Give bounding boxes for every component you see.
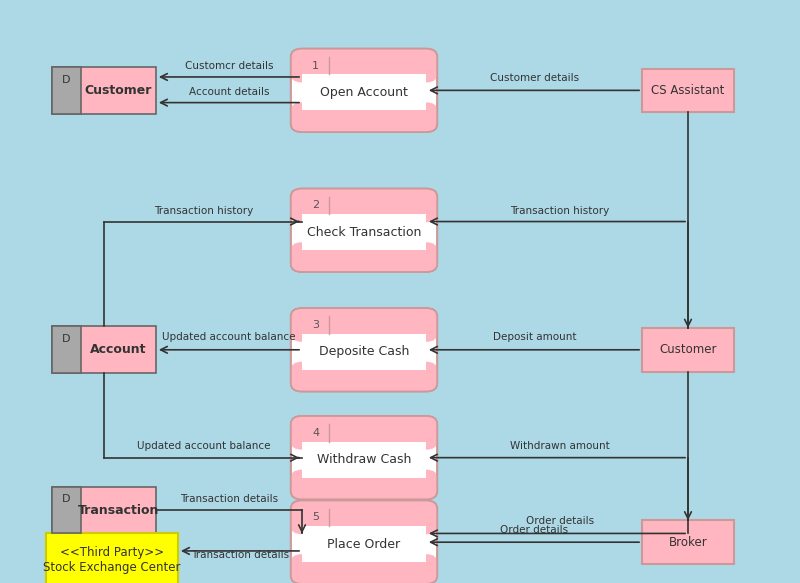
Bar [302,508,426,526]
FancyBboxPatch shape [291,500,437,534]
FancyBboxPatch shape [291,416,437,499]
Text: Updated account balance: Updated account balance [138,441,270,451]
Bar [642,520,734,564]
Text: 4: 4 [312,428,319,438]
Text: Place Order: Place Order [327,538,401,551]
Bar [302,324,426,333]
Text: 1: 1 [312,61,319,71]
FancyBboxPatch shape [291,554,437,583]
Text: Withdrawn amount: Withdrawn amount [510,441,610,451]
Text: Account: Account [90,343,147,356]
Text: Withdraw Cash: Withdraw Cash [317,453,411,466]
Text: Transaction history: Transaction history [510,206,610,216]
Bar [52,487,156,533]
Text: Transaction details: Transaction details [191,550,289,560]
FancyBboxPatch shape [291,49,437,132]
Bar [302,205,426,214]
Text: Check Transaction: Check Transaction [307,226,421,239]
Bar [52,67,156,114]
Text: Transaction: Transaction [78,504,159,517]
Text: D: D [62,75,71,85]
Bar [302,65,426,74]
Bar [302,316,330,333]
Text: Updated account balance: Updated account balance [162,332,295,342]
Bar [302,424,330,441]
Text: Account details: Account details [189,87,269,97]
Text: D: D [62,334,71,344]
Bar [52,487,81,533]
Bar [302,441,426,478]
Bar [302,214,426,251]
Bar [642,69,734,112]
Text: Customer: Customer [85,84,152,97]
FancyBboxPatch shape [291,308,437,342]
Bar [302,526,426,562]
Bar [302,197,426,214]
Text: D: D [62,494,71,504]
Text: 2: 2 [312,201,319,210]
FancyBboxPatch shape [291,500,437,583]
Bar [302,508,330,526]
FancyBboxPatch shape [291,189,437,222]
Bar [46,533,178,583]
Bar [302,251,426,257]
Text: Customer details: Customer details [490,73,579,83]
Text: 5: 5 [312,512,319,522]
Bar [302,316,426,333]
Bar [302,517,426,526]
FancyBboxPatch shape [291,243,437,272]
Text: Deposit amount: Deposit amount [493,332,576,342]
Bar [642,328,734,372]
FancyBboxPatch shape [291,416,437,449]
Text: Customer: Customer [659,343,717,356]
FancyBboxPatch shape [291,361,437,392]
Bar [302,478,426,484]
Text: Order details: Order details [500,525,569,535]
Text: Transaction history: Transaction history [154,206,254,216]
FancyBboxPatch shape [291,189,437,272]
Bar [302,333,426,370]
FancyBboxPatch shape [291,49,437,82]
Text: <<Third Party>>
Stock Exchange Center: <<Third Party>> Stock Exchange Center [43,546,181,574]
Bar [302,562,426,569]
Bar [52,67,81,114]
Bar [302,424,426,441]
Text: Deposite Cash: Deposite Cash [319,345,409,359]
Text: Broker: Broker [669,536,707,549]
Bar [52,326,81,373]
FancyBboxPatch shape [291,470,437,499]
Text: CS Assistant: CS Assistant [651,84,725,97]
Text: Open Account: Open Account [320,86,408,99]
Text: Customcr details: Customcr details [185,61,273,71]
FancyBboxPatch shape [291,103,437,132]
Bar [302,111,426,117]
Text: 3: 3 [312,320,319,330]
Bar [302,57,426,74]
Bar [302,432,426,441]
Text: Order details: Order details [526,517,594,526]
Bar [52,326,156,373]
Bar [302,74,426,111]
Bar [302,57,330,74]
Bar [302,197,330,214]
Text: Transaction details: Transaction details [180,494,278,504]
Bar [302,370,426,377]
FancyBboxPatch shape [291,308,437,392]
